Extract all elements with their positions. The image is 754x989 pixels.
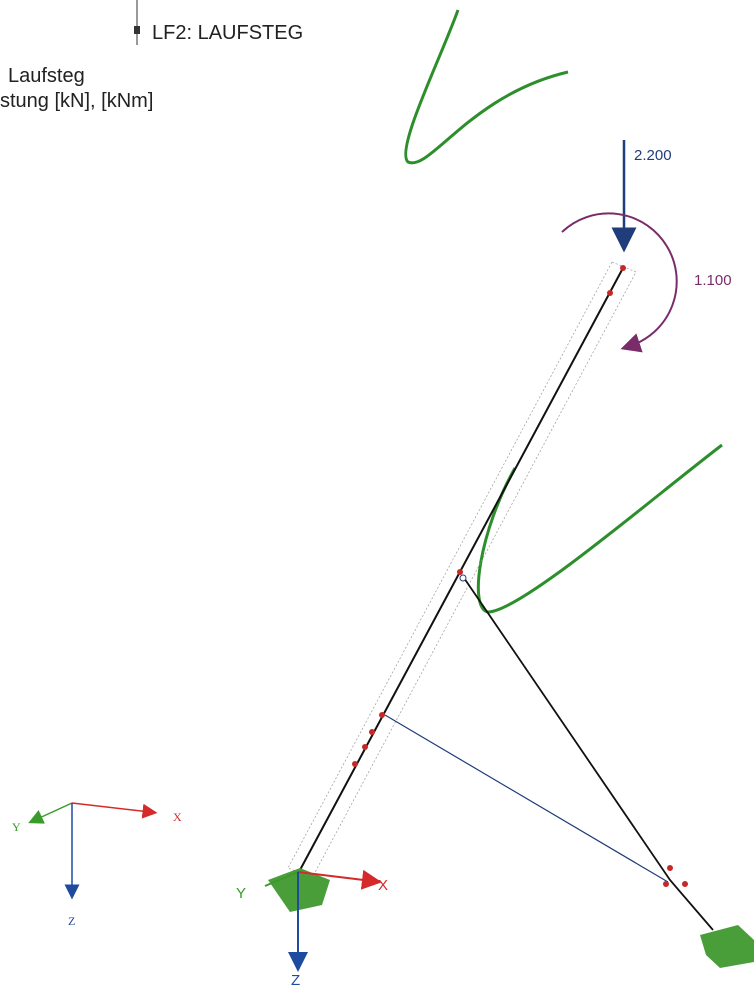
support-axis-x — [297, 869, 382, 890]
moment-arrow — [561, 212, 678, 353]
deformation-curve — [404, 9, 569, 165]
member — [461, 574, 714, 931]
load-case: LF2: LAUFSTEG — [152, 22, 303, 44]
node — [682, 881, 688, 887]
node — [362, 744, 368, 750]
support-axis-y — [264, 871, 299, 887]
support — [700, 925, 754, 968]
node — [379, 712, 385, 718]
title: Laufsteg — [8, 65, 85, 87]
node — [620, 265, 626, 271]
axis-y — [28, 802, 73, 824]
support-z-label: Z — [291, 972, 300, 989]
units: stung [kN], [kNm] — [0, 90, 153, 112]
axis-x-label: X — [173, 810, 182, 824]
moment-label: 1.100 — [694, 272, 732, 289]
member — [299, 267, 624, 871]
hinge — [459, 574, 467, 582]
cable — [384, 714, 669, 883]
node — [369, 729, 375, 735]
node — [607, 290, 613, 296]
axis-z-label: Z — [68, 914, 75, 928]
node — [663, 881, 669, 887]
node — [667, 865, 673, 871]
force-label: 2.200 — [634, 147, 672, 164]
support-y-label: Y — [236, 885, 246, 902]
header-marker — [134, 26, 140, 34]
deformation-curve — [476, 443, 723, 614]
axis-y-label: Y — [12, 820, 21, 834]
support-x-label: X — [378, 877, 388, 894]
node — [457, 569, 463, 575]
axis-x — [71, 802, 158, 819]
node — [352, 761, 358, 767]
